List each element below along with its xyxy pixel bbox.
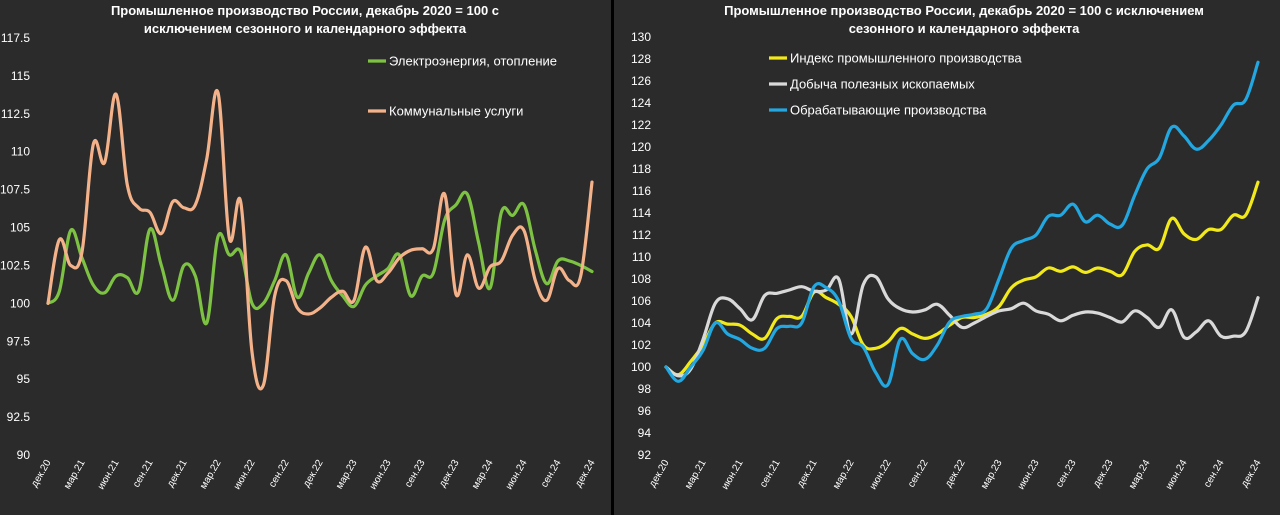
left-x-tick-label: сен.23 — [403, 458, 428, 490]
right-x-tick-label: мар.22 — [831, 458, 857, 492]
right-x-tick-label: мар.24 — [1127, 458, 1153, 492]
right-y-tick-label: 94 — [638, 426, 652, 440]
left-x-tick-label: мар.22 — [198, 458, 224, 492]
right-chart: Промышленное производство России, декабр… — [631, 3, 1264, 492]
left-x-tick-label: июн.21 — [96, 458, 122, 492]
left-y-tick-label: 90 — [17, 448, 31, 462]
right-y-tick-label: 114 — [632, 206, 651, 220]
right-x-tick-label: июн.24 — [1164, 458, 1190, 492]
right-y-tick-label: 108 — [631, 272, 651, 286]
right-legend-label-1: Индекс промышленного производства — [790, 51, 1022, 66]
right-y-tick-label: 126 — [631, 74, 651, 88]
right-series-line-1 — [664, 180, 1260, 377]
left-x-tick-label: мар.23 — [334, 458, 360, 492]
right-y-tick-label: 120 — [631, 140, 651, 154]
right-x-tick-label: дек.22 — [943, 458, 968, 490]
left-series-line-2 — [46, 88, 594, 391]
right-x-tick-label: сен.23 — [1054, 458, 1079, 490]
left-x-tick-label: июн.23 — [368, 458, 394, 492]
right-x-tick-label: сен.22 — [906, 458, 931, 490]
left-x-tick-label: дек.21 — [165, 458, 190, 490]
left-x-tick-label: сен.22 — [267, 458, 292, 490]
right-chart-title-line-1: Промышленное производство России, декабр… — [724, 3, 1204, 18]
right-y-tick-label: 128 — [631, 52, 651, 66]
right-y-tick-label: 110 — [632, 250, 651, 264]
right-y-tick-label: 102 — [631, 338, 651, 352]
right-y-tick-label: 116 — [632, 184, 651, 198]
left-y-tick-label: 117.5 — [1, 31, 30, 45]
left-x-tick-label: июн.22 — [232, 458, 258, 492]
left-x-tick-label: сен.24 — [539, 458, 564, 490]
left-y-tick-label: 102.5 — [0, 258, 30, 272]
left-y-tick-label: 112.5 — [1, 107, 30, 121]
left-x-tick-label: мар.24 — [470, 458, 496, 492]
right-series-line-2 — [664, 273, 1260, 378]
left-x-tick-label: дек.24 — [573, 458, 598, 490]
right-x-tick-label: июн.22 — [868, 458, 894, 492]
left-legend-label-2: Коммунальные услуги — [389, 104, 523, 119]
right-x-tick-label: дек.23 — [1091, 458, 1116, 490]
left-y-tick-label: 95 — [17, 372, 31, 386]
right-y-tick-label: 124 — [631, 96, 651, 110]
right-y-tick-label: 112 — [632, 228, 651, 242]
left-chart-panel: Промышленное производство России, декабр… — [0, 0, 611, 515]
right-x-tick-label: дек.20 — [647, 458, 672, 490]
left-series-line-1 — [46, 190, 594, 326]
right-x-tick-label: дек.24 — [1239, 458, 1264, 490]
right-y-tick-label: 118 — [632, 162, 651, 176]
left-chart: Промышленное производство России, декабр… — [0, 3, 598, 492]
left-chart-title-line-1: Промышленное производство России, декабр… — [111, 3, 499, 18]
left-x-tick-label: июн.24 — [504, 458, 530, 492]
right-y-tick-label: 96 — [638, 404, 652, 418]
left-chart-title-line-2: исключением сезонного и календарного эфф… — [144, 21, 467, 36]
left-y-tick-label: 105 — [10, 221, 30, 235]
right-x-tick-label: мар.23 — [979, 458, 1005, 492]
right-x-tick-label: июн.23 — [1016, 458, 1042, 492]
left-legend-label-1: Электроэнергия, отопление — [389, 54, 557, 69]
right-chart-panel: Промышленное производство России, декабр… — [614, 0, 1280, 515]
left-x-tick-label: мар.21 — [62, 458, 88, 492]
right-y-tick-label: 104 — [631, 316, 651, 330]
right-x-tick-label: дек.21 — [795, 458, 820, 490]
left-x-tick-label: дек.22 — [301, 458, 326, 490]
right-x-tick-label: июн.21 — [720, 458, 746, 492]
left-y-tick-label: 115 — [11, 69, 30, 83]
right-y-tick-label: 98 — [638, 382, 652, 396]
right-legend-label-3: Обрабатывающие производства — [790, 103, 987, 118]
right-legend-label-2: Добыча полезных ископаемых — [790, 77, 975, 92]
right-x-tick-label: сен.24 — [1202, 458, 1227, 490]
left-x-tick-label: дек.23 — [437, 458, 462, 490]
right-chart-title-line-2: сезонного и календарного эффекта — [849, 21, 1080, 36]
left-y-tick-label: 100 — [10, 296, 30, 310]
left-y-tick-label: 110 — [11, 145, 30, 159]
left-y-tick-label: 107.5 — [0, 183, 30, 197]
right-series-line-3 — [664, 60, 1260, 388]
left-y-tick-label: 97.5 — [7, 334, 31, 348]
left-x-tick-label: сен.21 — [131, 458, 156, 490]
right-y-tick-label: 92 — [638, 448, 652, 462]
right-y-tick-label: 122 — [631, 118, 651, 132]
right-y-tick-label: 100 — [631, 360, 651, 374]
right-y-tick-label: 130 — [631, 30, 651, 44]
right-y-tick-label: 106 — [631, 294, 651, 308]
left-x-tick-label: дек.20 — [29, 458, 54, 490]
right-x-tick-label: мар.21 — [683, 458, 709, 492]
left-y-tick-label: 92.5 — [7, 410, 31, 424]
right-x-tick-label: сен.21 — [758, 458, 783, 490]
